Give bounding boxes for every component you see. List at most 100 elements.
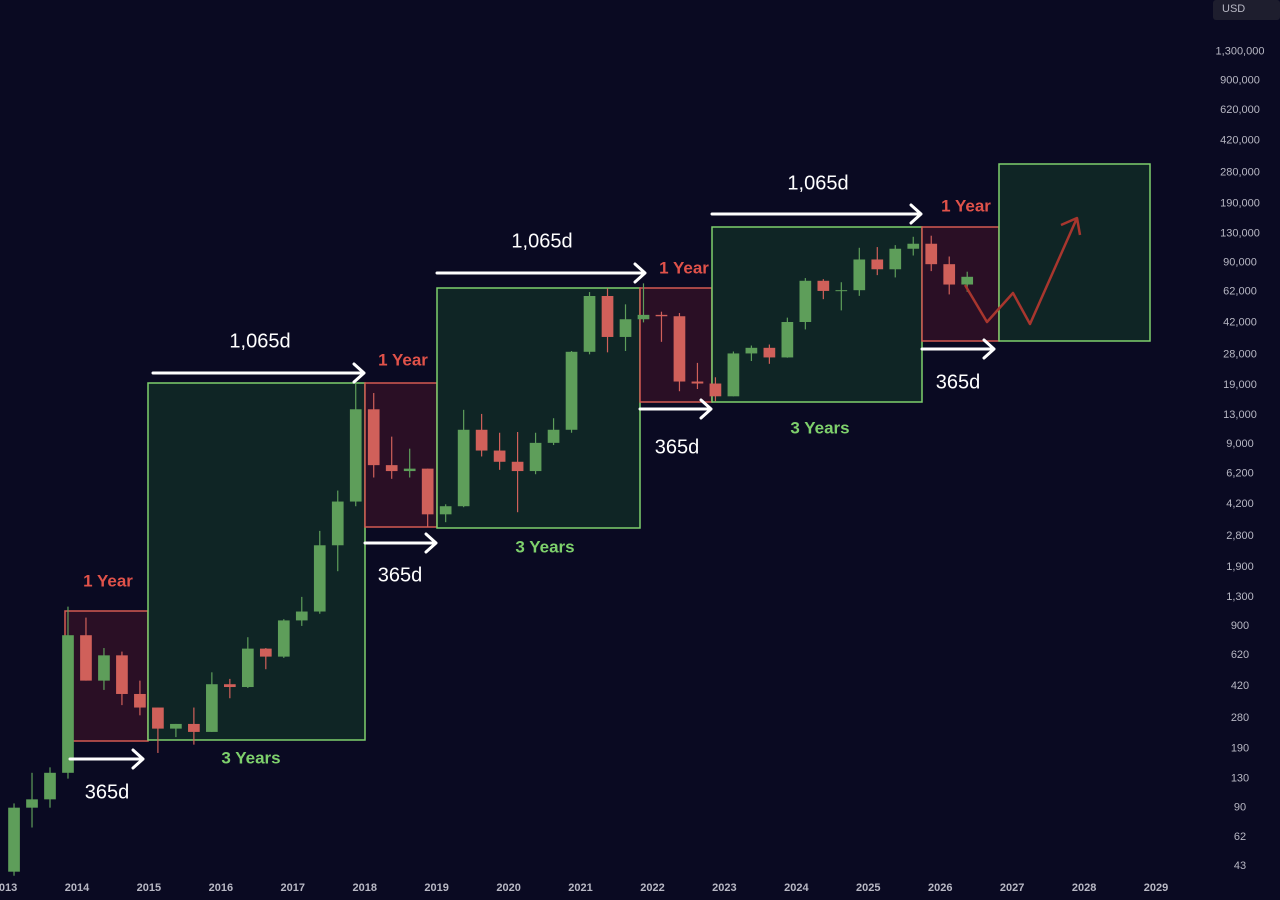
cycle-boxes (64, 163, 1151, 742)
candle-body (259, 648, 272, 657)
green-box (147, 382, 366, 741)
y-tick-label: 90 (1234, 802, 1246, 814)
candle-body (134, 693, 146, 708)
annotation: 1 Year (941, 196, 991, 215)
y-tick-label: 190 (1231, 743, 1249, 755)
candle-body (26, 799, 38, 808)
annotation: 1,065d (229, 330, 290, 352)
candle-body (925, 243, 938, 265)
x-tick-label: 2016 (209, 882, 233, 894)
green-box (998, 163, 1151, 342)
candle-body (619, 319, 632, 337)
candle-body (457, 429, 470, 507)
y-tick-label: 620,000 (1220, 104, 1260, 116)
candle-body (529, 442, 542, 472)
x-tick-label: 2014 (65, 882, 90, 894)
annotation: 365d (378, 564, 423, 586)
y-tick-label: 4,200 (1226, 498, 1254, 510)
y-tick-label: 900,000 (1220, 75, 1260, 87)
y-tick-label: 9,000 (1226, 438, 1254, 450)
candle-body (907, 243, 920, 249)
candle-body (817, 280, 830, 291)
candle-body (421, 468, 434, 515)
y-tick-label: 1,300 (1226, 591, 1254, 603)
projection-path (963, 216, 1082, 326)
candle-body (170, 723, 182, 729)
candle-body (116, 655, 128, 694)
candle-body (763, 347, 776, 358)
annotation: 1,065d (787, 172, 848, 194)
annotation: 365d (85, 781, 130, 803)
candle-body (583, 296, 596, 352)
candle-body (295, 611, 308, 621)
candle-body (727, 353, 740, 397)
candle-body (547, 429, 560, 443)
candle-body (206, 684, 218, 732)
annotation: 1 Year (378, 350, 428, 369)
x-tick-label: 2028 (1072, 882, 1096, 894)
y-tick-label: 13,000 (1223, 409, 1257, 421)
annotation: 365d (936, 371, 981, 393)
arrow (68, 748, 145, 770)
candle-body (745, 347, 758, 354)
arrow (638, 398, 713, 420)
x-tick-label: 2019 (424, 882, 448, 894)
candles (8, 235, 974, 876)
arrow (435, 262, 647, 284)
candle-body (691, 381, 704, 384)
candle-body (709, 383, 722, 397)
candle-body (385, 465, 398, 472)
candle-body (637, 314, 650, 320)
y-tick-label: 420,000 (1220, 135, 1260, 147)
x-tick-label: 2017 (281, 882, 305, 894)
candle-body (188, 723, 200, 732)
y-tick-label: 62 (1234, 831, 1246, 843)
candle-body (565, 351, 578, 430)
candle-body (889, 248, 902, 270)
candle-body (62, 635, 74, 773)
y-tick-label: 130,000 (1220, 227, 1260, 239)
arrow (710, 203, 923, 225)
candle-body (98, 655, 110, 681)
candle-body (331, 501, 344, 546)
arrows (68, 203, 996, 770)
annotation: 3 Years (221, 748, 280, 767)
x-tick-label: 2026 (928, 882, 952, 894)
candle-body (835, 290, 848, 292)
y-tick-label: 6,200 (1226, 467, 1254, 479)
candle-body (8, 807, 20, 872)
y-tick-label: 28,000 (1223, 348, 1257, 360)
x-tick-label: 2021 (568, 882, 592, 894)
y-tick-label: 900 (1231, 620, 1249, 632)
annotation: 1 Year (659, 258, 709, 277)
candle-body (871, 259, 884, 270)
y-tick-label: 43 (1234, 860, 1246, 872)
candle-body (601, 296, 614, 337)
y-tick-label: 1,300,000 (1216, 46, 1265, 58)
y-tick-label: 2,800 (1226, 530, 1254, 542)
annotation: 1 Year (83, 571, 133, 590)
candle-body (511, 461, 524, 472)
candle-body (961, 276, 974, 285)
y-tick-label: 19,000 (1223, 379, 1257, 391)
candle-body (367, 409, 380, 466)
x-tick-label: 2020 (496, 882, 520, 894)
candle-body (439, 506, 452, 515)
candle-body (313, 545, 326, 612)
x-tick-label: 2025 (856, 882, 880, 894)
annotation: 1,065d (511, 230, 572, 252)
y-tick-label: 62,000 (1223, 286, 1257, 298)
green-box (711, 226, 923, 403)
y-tick-label: 1,900 (1226, 561, 1254, 573)
x-tick-label: 2029 (1144, 882, 1168, 894)
candle-body (349, 409, 362, 502)
x-tick-label: 2022 (640, 882, 664, 894)
currency-label: USD (1222, 3, 1245, 15)
annotation: 3 Years (790, 418, 849, 437)
y-tick-label: 620 (1231, 649, 1249, 661)
x-tick-label: 2018 (352, 882, 376, 894)
arrow (363, 532, 438, 554)
arrow (151, 362, 366, 384)
arrow (920, 338, 996, 360)
